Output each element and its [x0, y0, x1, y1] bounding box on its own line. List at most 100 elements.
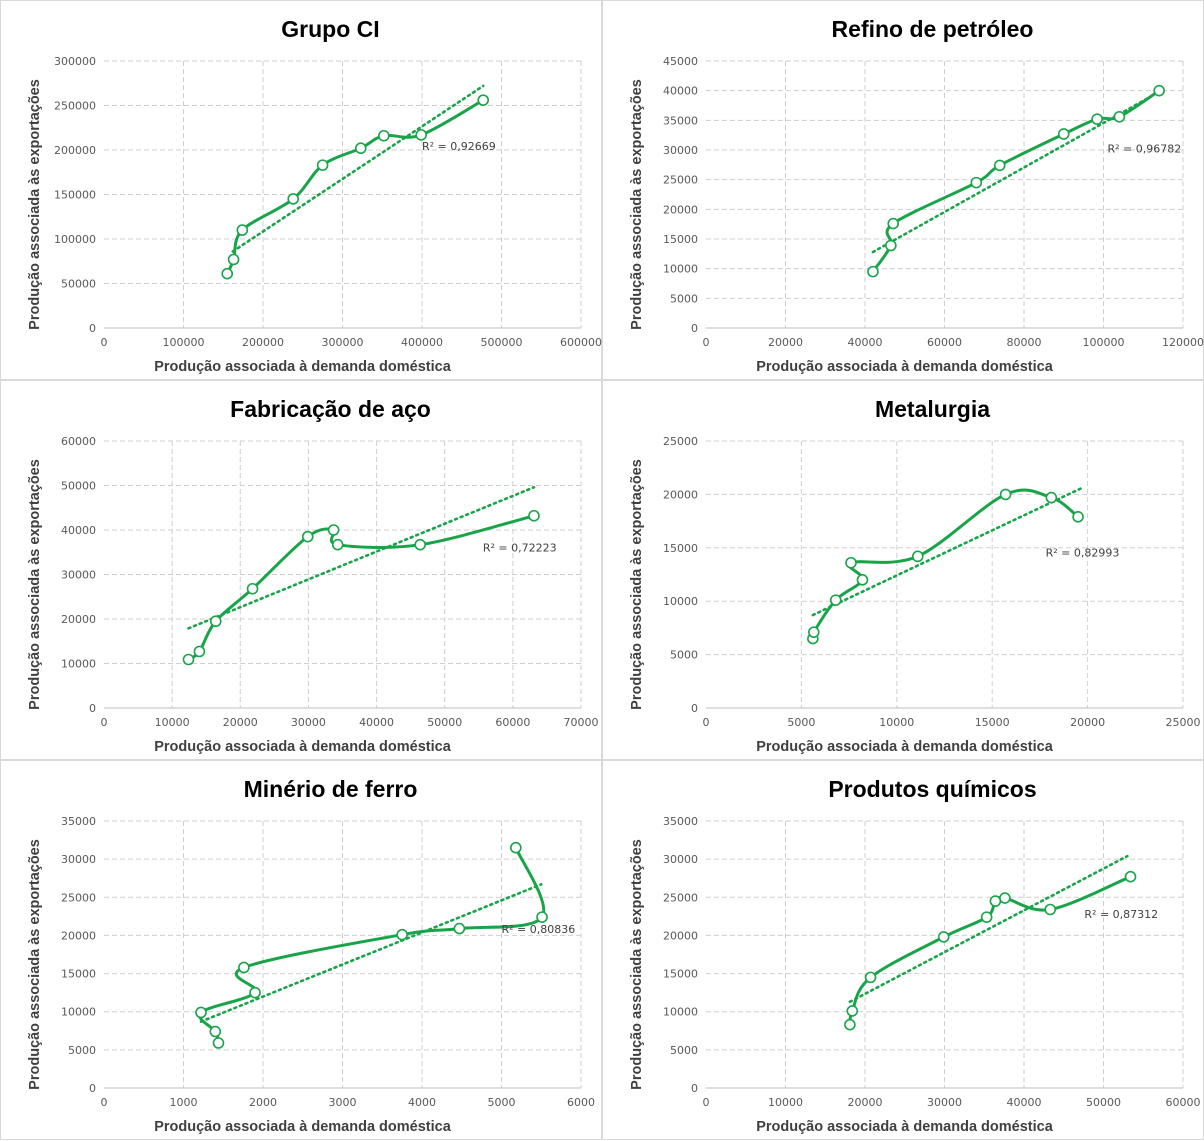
y-tick-label: 0 — [691, 1082, 698, 1095]
y-tick-label: 5000 — [670, 649, 698, 662]
data-point — [378, 129, 390, 142]
y-axis-label: Produção associada às exportações — [27, 79, 43, 330]
x-tick-label: 400000 — [401, 336, 443, 349]
series-line — [198, 846, 546, 1045]
x-axis-label: Produção associada à demanda doméstica — [154, 1119, 451, 1135]
data-point — [396, 928, 408, 941]
r-squared-label: R² = 0,87312 — [1084, 908, 1158, 921]
data-point — [227, 253, 240, 266]
y-tick-label: 0 — [89, 702, 96, 715]
x-tick-label: 2000 — [249, 1096, 277, 1109]
data-point — [528, 509, 540, 522]
chart-title: Fabricação de aço — [230, 396, 431, 422]
y-axis-label: Produção associada às exportações — [629, 839, 645, 1090]
data-point — [937, 931, 950, 943]
chart-panel: Produtos químicos 0 5000 10000 15000 20000 250… — [602, 760, 1204, 1140]
data-point — [1057, 128, 1070, 140]
r-squared-label: R² = 0,82993 — [1046, 546, 1120, 559]
y-tick-label: 5000 — [68, 1044, 96, 1057]
trendline — [199, 883, 543, 1023]
data-point — [1072, 511, 1084, 523]
y-tick-label: 45000 — [663, 55, 698, 68]
r-squared-label: R² = 0,80836 — [502, 923, 576, 936]
x-tick-label: 50000 — [427, 716, 462, 729]
y-tick-label: 25000 — [663, 891, 698, 904]
chart-panel: Refino de petróleo 0 5000 10000 15000 20000 25… — [602, 0, 1204, 380]
data-point — [236, 224, 249, 236]
data-point — [989, 895, 1002, 907]
x-tick-label: 70000 — [564, 716, 599, 729]
data-point — [415, 129, 428, 141]
y-tick-label: 35000 — [61, 815, 96, 828]
x-tick-label: 20000 — [223, 716, 258, 729]
x-tick-label: 60000 — [927, 336, 962, 349]
y-tick-label: 15000 — [663, 542, 698, 555]
chart-title: Refino de petróleo — [832, 16, 1034, 42]
data-point — [1153, 84, 1165, 97]
x-tick-label: 25000 — [1166, 716, 1201, 729]
y-tick-label: 20000 — [663, 488, 698, 501]
x-tick-label: 0 — [101, 336, 108, 349]
y-tick-label: 100000 — [54, 233, 96, 246]
x-tick-label: 1000 — [170, 1096, 198, 1109]
data-point — [999, 488, 1012, 501]
data-point — [856, 574, 869, 586]
chart-title: Grupo CI — [281, 16, 379, 42]
x-tick-label: 600000 — [560, 336, 602, 349]
x-tick-label: 100000 — [163, 336, 205, 349]
x-axis-label: Produção associada à demanda doméstica — [154, 359, 451, 375]
y-axis-label: Produção associada às exportações — [27, 459, 43, 710]
x-tick-label: 40000 — [359, 716, 394, 729]
data-point — [885, 239, 897, 252]
x-tick-label: 30000 — [927, 1096, 962, 1109]
chart-title: Produtos químicos — [828, 776, 1036, 802]
data-point — [327, 524, 340, 536]
x-tick-label: 300000 — [322, 336, 364, 349]
data-point — [829, 594, 842, 606]
data-point — [536, 911, 548, 923]
x-tick-label: 100000 — [1083, 336, 1125, 349]
y-axis-label: Produção associada às exportações — [629, 79, 645, 330]
x-tick-label: 40000 — [848, 336, 883, 349]
chart-title: Minério de ferro — [244, 776, 418, 802]
y-tick-label: 25000 — [663, 435, 698, 448]
x-tick-label: 5000 — [488, 1096, 516, 1109]
data-point — [1124, 870, 1137, 883]
x-tick-label: 40000 — [1007, 1096, 1042, 1109]
x-tick-label: 500000 — [481, 336, 523, 349]
x-tick-label: 20000 — [768, 336, 803, 349]
data-point — [453, 922, 466, 935]
x-tick-label: 0 — [703, 716, 710, 729]
data-point — [911, 550, 924, 563]
data-point — [864, 971, 877, 984]
trendline — [871, 90, 1161, 254]
data-point — [195, 1006, 207, 1019]
y-tick-label: 50000 — [61, 278, 96, 291]
chart-panel: Metalurgia 0 5000 10000 15000 20000 25000 0 5000… — [602, 380, 1204, 760]
x-tick-label: 20000 — [1070, 716, 1105, 729]
x-tick-label: 60000 — [1166, 1096, 1201, 1109]
trendline — [187, 485, 536, 630]
data-point — [510, 841, 522, 854]
chart-panel: Minério de ferro 0 5000 10000 15000 20000 2500… — [0, 760, 602, 1140]
y-tick-label: 20000 — [61, 613, 96, 626]
x-tick-label: 3000 — [329, 1096, 357, 1109]
x-tick-label: 0 — [703, 336, 710, 349]
data-point — [845, 556, 857, 569]
data-point — [980, 911, 993, 923]
y-tick-label: 40000 — [663, 85, 698, 98]
data-point — [477, 94, 490, 106]
data-point — [1091, 113, 1103, 125]
x-tick-label: 200000 — [242, 336, 284, 349]
data-point — [846, 1005, 859, 1017]
data-point — [301, 530, 314, 543]
y-tick-label: 30000 — [663, 853, 698, 866]
data-point — [844, 1018, 856, 1031]
y-tick-label: 30000 — [663, 144, 698, 157]
y-tick-label: 150000 — [54, 189, 96, 202]
data-point — [993, 159, 1006, 172]
x-tick-label: 0 — [101, 716, 108, 729]
y-tick-label: 300000 — [54, 55, 96, 68]
data-point — [249, 986, 261, 999]
